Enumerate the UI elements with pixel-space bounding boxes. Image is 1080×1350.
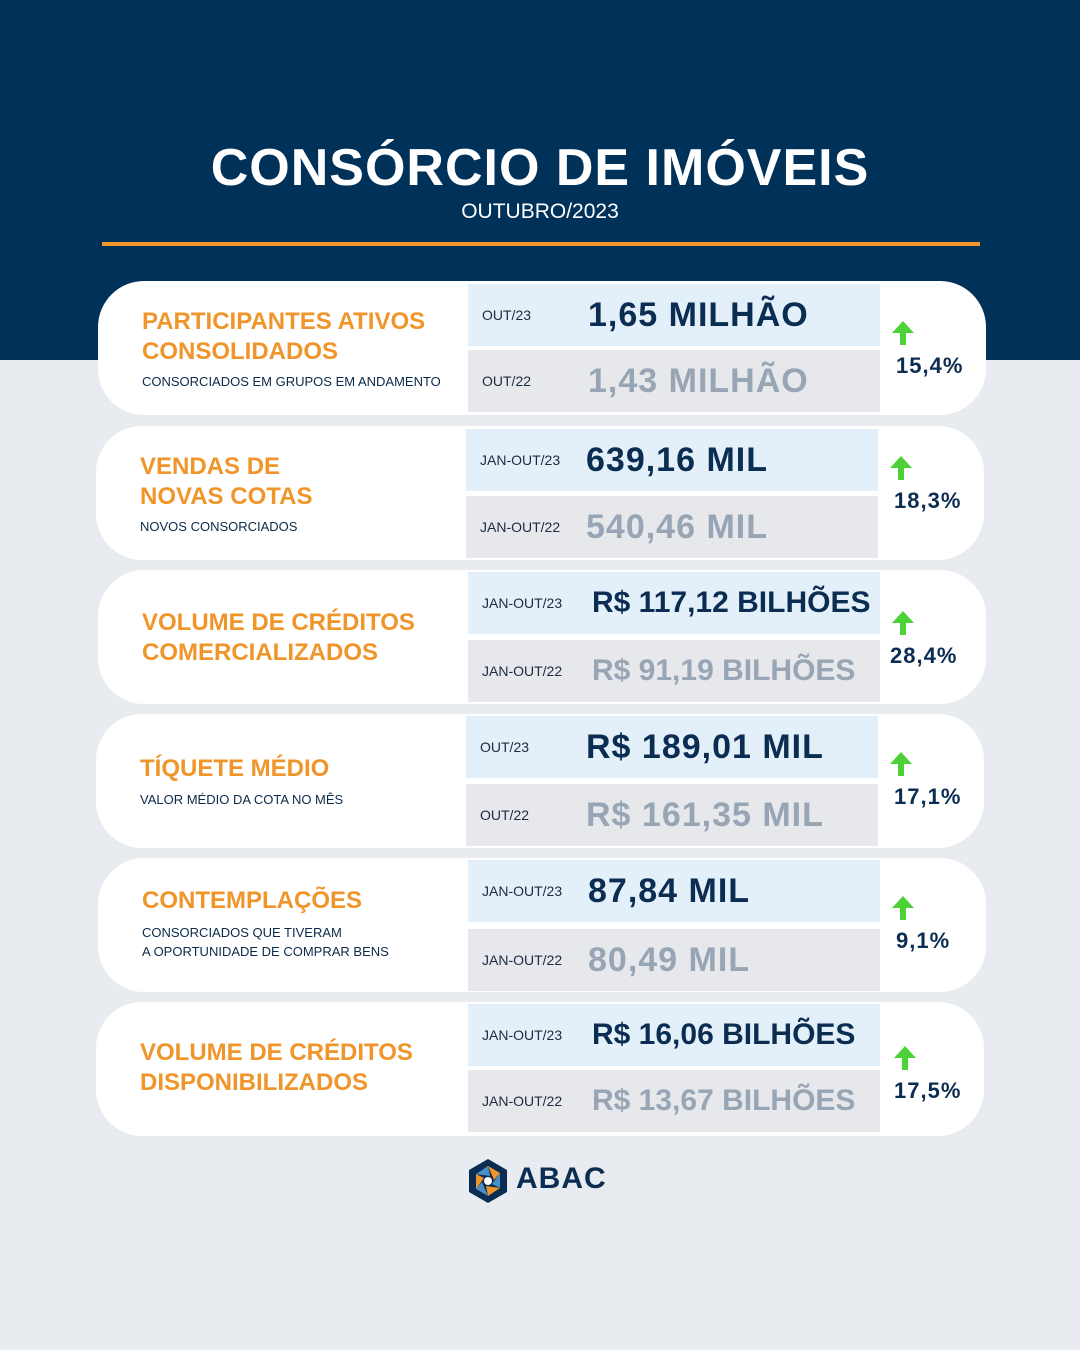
metric-card-contemplacoes: CONTEMPLAÇÕES CONSORCIADOS QUE TIVERAM A… (98, 858, 986, 992)
period-label: JAN-OUT/22 (482, 1093, 563, 1109)
period-value: 639,16 MIL (586, 441, 768, 479)
current-period-row: OUT/23 R$ 189,01 MIL (466, 716, 878, 778)
period-label: JAN-OUT/23 (482, 1027, 563, 1043)
previous-period-row: OUT/22 R$ 161,35 MIL (466, 784, 878, 846)
period-value: R$ 13,67 BILHÕES (592, 1084, 856, 1117)
card-title: VENDAS DE NOVAS COTAS (140, 453, 313, 510)
period-value: R$ 161,35 MIL (586, 796, 824, 834)
period-label: JAN-OUT/22 (480, 519, 561, 535)
period-value: 540,46 MIL (586, 508, 768, 546)
card-title: TÍQUETE MÉDIO (140, 755, 330, 782)
card-title: VOLUME DE CRÉDITOS COMERCIALIZADOS (142, 609, 415, 666)
previous-period-row: JAN-OUT/22 80,49 MIL (468, 929, 880, 991)
page-title: CONSÓRCIO DE IMÓVEIS (210, 139, 870, 197)
up-arrow-icon (892, 896, 914, 920)
current-period-row: OUT/23 1,65 MILHÃO (468, 284, 880, 346)
period-label: OUT/23 (482, 307, 532, 323)
previous-period-row: JAN-OUT/22 R$ 91,19 BILHÕES (468, 640, 880, 702)
change-percentage: 9,1% (896, 928, 951, 953)
period-value: 87,84 MIL (588, 872, 751, 910)
current-period-row: JAN-OUT/23 87,84 MIL (468, 860, 880, 922)
change-percentage: 17,5% (894, 1078, 962, 1103)
period-label: OUT/23 (480, 739, 530, 755)
period-label: JAN-OUT/22 (482, 952, 563, 968)
up-arrow-icon (892, 321, 914, 345)
abac-logo: ABAC (466, 1158, 616, 1204)
current-period-row: JAN-OUT/23 R$ 16,06 BILHÕES (468, 1004, 880, 1066)
card-description: VALOR MÉDIO DA COTA NO MÊS (140, 792, 344, 807)
card-title: VOLUME DE CRÉDITOS DISPONIBILIZADOS (140, 1039, 413, 1096)
period-value: R$ 91,19 BILHÕES (592, 654, 856, 687)
up-arrow-icon (890, 752, 912, 776)
change-percentage: 18,3% (894, 488, 962, 513)
up-arrow-icon (892, 611, 914, 635)
period-value: R$ 117,12 BILHÕES (592, 586, 871, 619)
period-label: JAN-OUT/23 (482, 883, 563, 899)
current-period-row: JAN-OUT/23 R$ 117,12 BILHÕES (468, 572, 880, 634)
metric-card-vendas: VENDAS DE NOVAS COTAS NOVOS CONSORCIADOS… (96, 426, 984, 560)
card-title: PARTICIPANTES ATIVOS CONSOLIDADOS (142, 308, 426, 365)
abac-logo-text: ABAC (516, 1162, 607, 1195)
previous-period-row: JAN-OUT/22 R$ 13,67 BILHÕES (468, 1070, 880, 1132)
period-label: OUT/22 (482, 373, 532, 389)
current-period-row: JAN-OUT/23 639,16 MIL (466, 429, 878, 491)
card-description: CONSORCIADOS QUE TIVERAM A OPORTUNIDADE … (142, 925, 389, 959)
period-value: 1,43 MILHÃO (588, 362, 809, 400)
change-percentage: 28,4% (890, 643, 958, 668)
period-value: R$ 16,06 BILHÕES (592, 1018, 856, 1051)
metric-card-creditos-disponibilizados: VOLUME DE CRÉDITOS DISPONIBILIZADOS JAN-… (96, 1002, 984, 1136)
change-percentage: 17,1% (894, 784, 962, 809)
previous-period-row: JAN-OUT/22 540,46 MIL (466, 496, 878, 558)
change-percentage: 15,4% (896, 353, 964, 378)
up-arrow-icon (890, 456, 912, 480)
period-value: 80,49 MIL (588, 941, 751, 979)
card-title: CONTEMPLAÇÕES (142, 887, 363, 914)
metric-card-tiquete-medio: TÍQUETE MÉDIO VALOR MÉDIO DA COTA NO MÊS… (96, 714, 984, 848)
metric-card-participantes: PARTICIPANTES ATIVOS CONSOLIDADOS CONSOR… (98, 281, 986, 415)
header-divider (102, 242, 980, 246)
abac-logo-mark-icon (469, 1159, 507, 1203)
metric-card-creditos-comercializados: VOLUME DE CRÉDITOS COMERCIALIZADOS JAN-O… (98, 570, 986, 704)
up-arrow-icon (894, 1046, 916, 1070)
period-label: OUT/22 (480, 807, 530, 823)
period-value: 1,65 MILHÃO (588, 296, 809, 334)
period-value: R$ 189,01 MIL (586, 728, 824, 766)
period-label: JAN-OUT/23 (480, 452, 561, 468)
page-subtitle: OUTUBRO/2023 (461, 200, 619, 223)
card-description: NOVOS CONSORCIADOS (140, 519, 298, 534)
period-label: JAN-OUT/23 (482, 595, 563, 611)
card-description: CONSORCIADOS EM GRUPOS EM ANDAMENTO (142, 374, 441, 389)
previous-period-row: OUT/22 1,43 MILHÃO (468, 350, 880, 412)
period-label: JAN-OUT/22 (482, 663, 563, 679)
